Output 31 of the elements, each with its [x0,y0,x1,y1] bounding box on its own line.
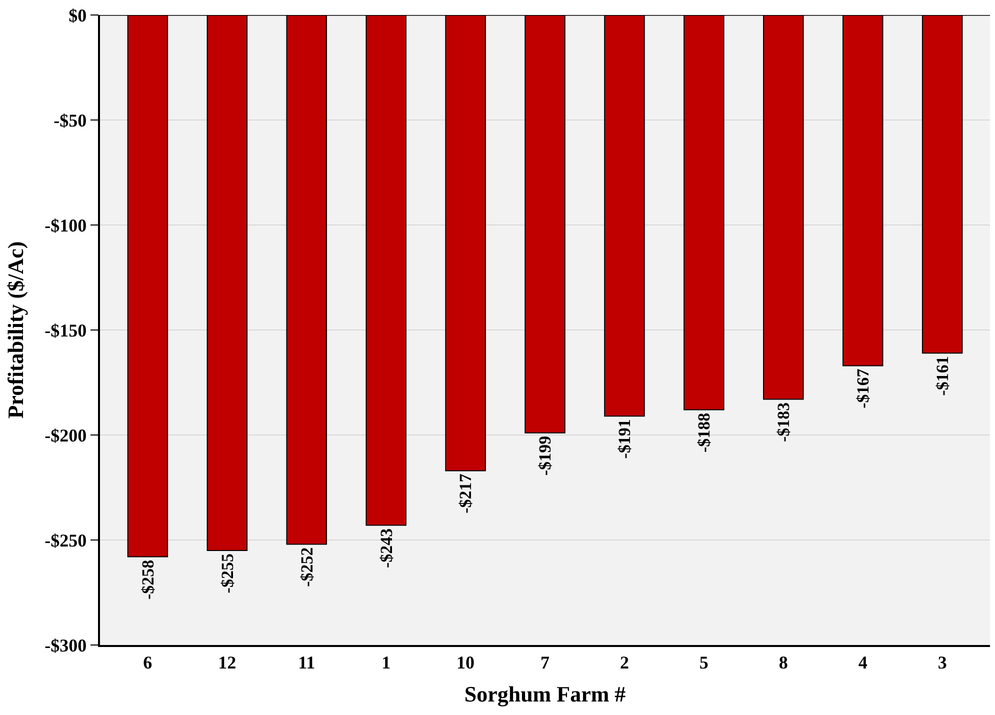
y-axis-title: Profitability ($/Ac) [2,241,28,419]
x-tick-label: 5 [699,652,708,672]
data-label: -$258 [138,560,158,600]
data-label: -$255 [218,554,237,594]
data-label: -$243 [376,528,396,568]
x-tick-label: 10 [456,652,475,672]
x-tick-label: 2 [620,652,629,672]
y-tick-label: -$50 [54,110,87,130]
x-tick-label: 4 [858,652,868,672]
data-label: -$252 [297,547,316,587]
x-tick-label: 3 [938,652,947,672]
data-label: -$217 [456,473,476,514]
x-tick-label: 1 [382,652,391,672]
x-tick-label: 11 [298,652,316,672]
x-tick-label: 6 [143,652,152,672]
data-label: -$161 [933,356,952,396]
y-tick-label: -$300 [44,635,87,656]
y-tick-label: -$200 [44,425,87,446]
y-tick-label: -$250 [44,530,87,550]
data-label: -$188 [694,412,714,453]
y-tick-label: -$100 [44,215,87,236]
x-tick-label: 12 [218,652,236,672]
y-tick-label: $0 [68,5,87,26]
x-tick-label: 8 [778,652,788,672]
x-tick-label: 7 [540,652,550,672]
x-axis-title: Sorghum Farm # [464,682,626,707]
data-label: -$183 [774,402,794,442]
y-tick-label: -$150 [44,320,87,340]
data-label: -$167 [854,368,873,408]
data-label: -$199 [536,436,555,476]
data-label: -$191 [615,419,634,459]
